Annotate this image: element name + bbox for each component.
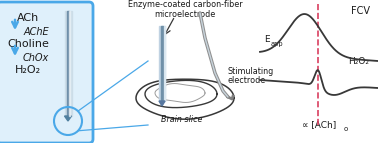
Text: H₂O₂: H₂O₂ <box>15 65 41 75</box>
Bar <box>67 11 69 116</box>
Text: ACh: ACh <box>17 13 39 23</box>
Text: Brain slice: Brain slice <box>161 115 203 124</box>
Text: ChOx: ChOx <box>23 53 49 63</box>
Bar <box>164 26 165 101</box>
Text: o: o <box>344 126 348 132</box>
Text: Enzyme-coated carbon-fiber: Enzyme-coated carbon-fiber <box>128 0 242 9</box>
Bar <box>65 11 71 116</box>
Text: Choline: Choline <box>7 39 49 49</box>
Polygon shape <box>159 101 165 106</box>
Polygon shape <box>65 116 71 121</box>
Text: H₂O₂: H₂O₂ <box>348 56 369 65</box>
Text: electrode: electrode <box>228 76 266 85</box>
Bar <box>159 26 165 101</box>
FancyBboxPatch shape <box>0 2 93 143</box>
Bar <box>69 11 70 116</box>
Bar <box>161 26 163 101</box>
Text: AChE: AChE <box>23 27 49 37</box>
Text: Stimulating: Stimulating <box>228 67 274 76</box>
Text: FCV: FCV <box>351 6 370 16</box>
Text: ∝ [ACh]: ∝ [ACh] <box>302 120 336 129</box>
Text: app: app <box>271 41 284 47</box>
Text: E: E <box>264 35 270 44</box>
Text: microelectrode: microelectrode <box>154 10 215 19</box>
